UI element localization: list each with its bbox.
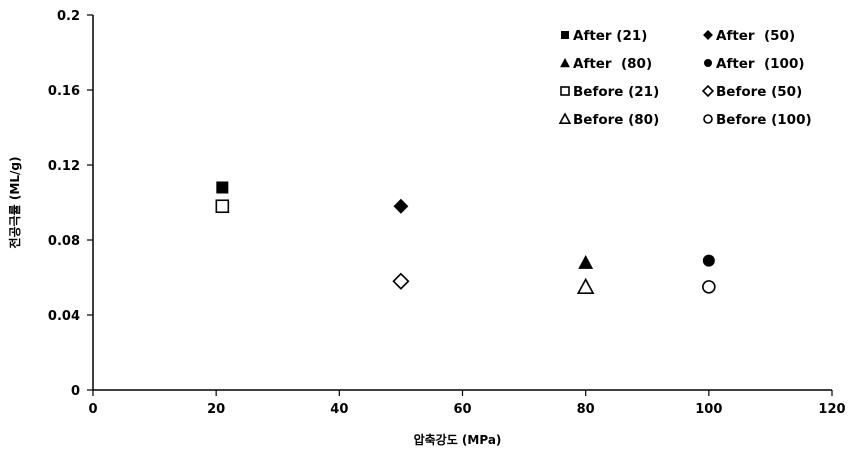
legend: After (21) After (50) After (80) After (100… [558,28,812,128]
data-points [215,181,716,294]
data-point [578,255,594,269]
y-tick-label: 0.04 [48,309,80,324]
x-tick-label: 40 [330,402,348,417]
legend-label: After (21) [573,28,647,44]
data-point [215,199,230,214]
y-tick-label: 0 [71,384,80,399]
legend-marker [701,84,715,98]
data-point [392,272,410,290]
y-tick-label: 0.16 [48,84,80,99]
y-axis-title: 전공극률 (ML/g) [7,157,22,249]
legend-marker [704,59,712,67]
legend-marker [560,86,570,96]
y-tick-label: 0.2 [57,9,80,24]
legend-marker [561,31,569,39]
y-tick-label: 0.12 [48,159,80,174]
data-point [216,181,229,194]
legend-label: After (50) [716,28,795,44]
x-tick-label: 20 [207,402,225,417]
tick-labels: 0 20 40 60 80 100 120 0 0.04 0.08 0.12 0.16 0.2 [48,9,846,417]
x-axis-title: 압축강도 (MPa) [414,432,502,447]
data-point [393,198,409,214]
legend-label: After (80) [573,56,652,72]
legend-label: Before (100) [716,112,812,128]
legend-label: Before (80) [573,112,659,128]
data-point [702,254,715,267]
data-point [702,280,716,294]
legend-label: After (100) [716,56,805,72]
data-point [576,277,595,294]
legend-marker [703,114,713,124]
x-tick-label: 80 [577,402,595,417]
y-tick-label: 0.08 [48,234,80,249]
x-tick-label: 100 [695,402,722,417]
legend-label: Before (21) [573,84,659,100]
axes [87,14,833,396]
legend-label: Before (50) [716,84,802,100]
x-tick-label: 60 [453,402,471,417]
x-tick-label: 0 [88,402,97,417]
x-tick-label: 120 [818,402,845,417]
legend-marker [560,58,570,68]
legend-marker [703,30,713,40]
legend-marker [558,112,572,125]
